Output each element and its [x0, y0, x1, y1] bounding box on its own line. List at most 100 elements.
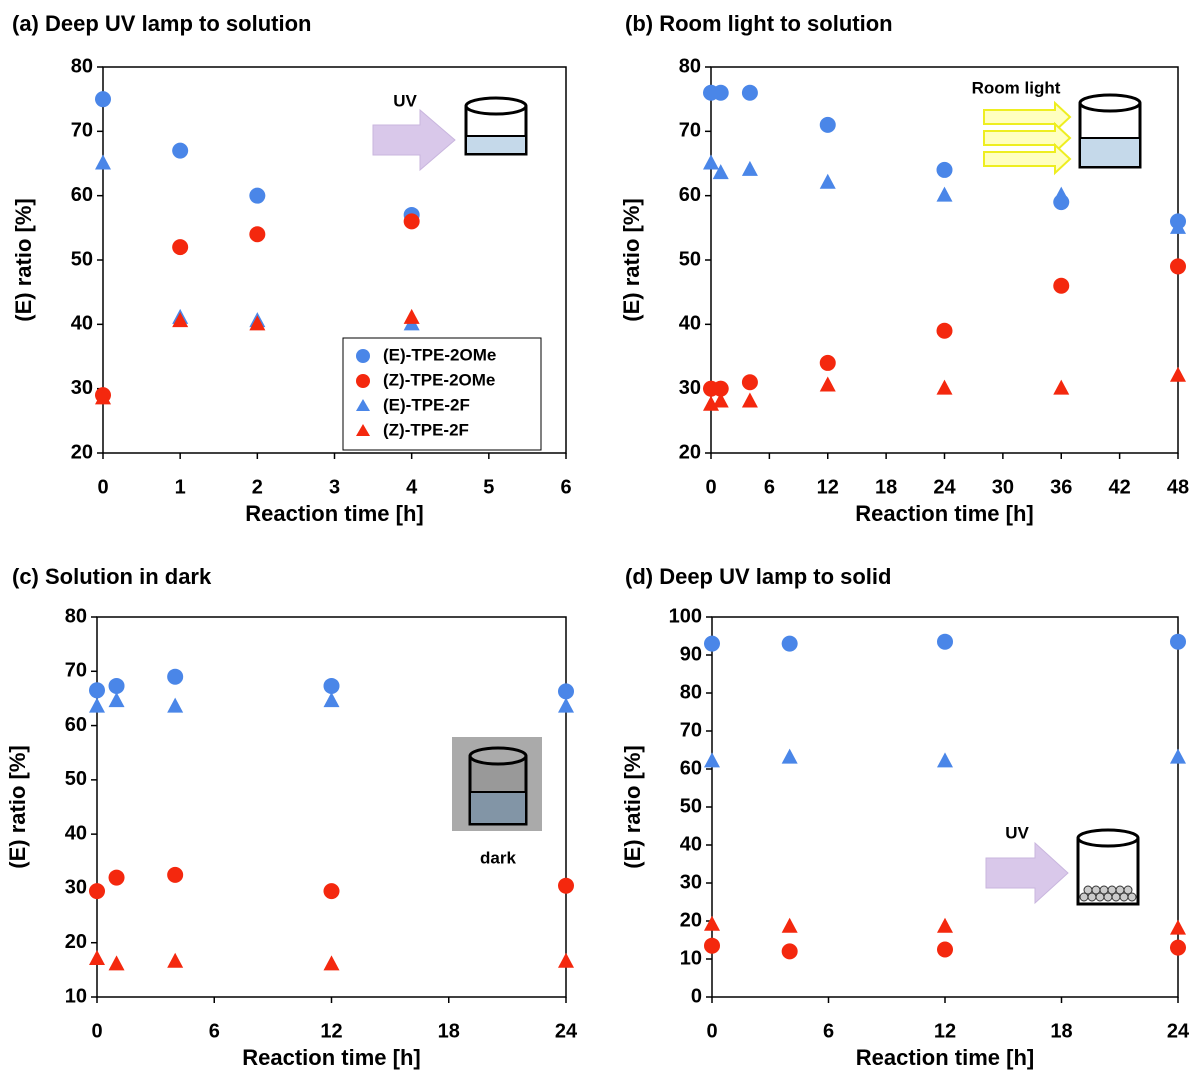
point — [172, 142, 189, 159]
point — [95, 91, 111, 108]
y-tick-label: 20 — [65, 931, 87, 953]
legend-label: (E)-TPE-2F — [383, 395, 470, 414]
x-tick-label: 24 — [555, 1020, 578, 1042]
x-tick-label: 5 — [483, 476, 494, 498]
legend-marker — [356, 374, 370, 388]
x-tick-label: 42 — [1109, 476, 1131, 498]
y-tick-label: 100 — [669, 605, 702, 627]
point — [712, 84, 729, 101]
room-light-illustration — [983, 100, 1072, 176]
x-tick-label: 0 — [97, 476, 108, 498]
legend-box — [342, 337, 542, 451]
point — [1053, 277, 1070, 294]
y-tick-label: 0 — [691, 985, 702, 1007]
point — [712, 392, 729, 408]
y-axis-label: (E) ratio [%] — [11, 198, 36, 321]
point — [781, 635, 798, 652]
y-tick-label: 80 — [679, 55, 701, 77]
uv-solid-illustration — [985, 828, 1140, 906]
point — [172, 312, 189, 328]
point — [95, 154, 111, 170]
point — [1170, 218, 1186, 234]
x-axis-label: Reaction time [h] — [856, 1045, 1034, 1070]
y-tick-label: 50 — [65, 768, 87, 790]
y-tick-label: 50 — [71, 248, 93, 270]
point — [1170, 633, 1186, 650]
x-tick-label: 48 — [1167, 476, 1189, 498]
y-tick-label: 80 — [65, 605, 87, 627]
y-tick-label: 50 — [679, 248, 701, 270]
point — [249, 315, 266, 331]
annotation: UV — [393, 91, 417, 110]
y-tick-label: 40 — [71, 313, 93, 335]
point — [558, 877, 574, 894]
y-tick-label: 70 — [65, 660, 87, 682]
x-tick-label: 6 — [823, 1020, 834, 1042]
annotation: UV — [1005, 823, 1029, 842]
x-tick-label: 12 — [320, 1020, 342, 1042]
x-tick-label: 24 — [1167, 1020, 1190, 1042]
point — [167, 866, 184, 883]
y-tick-label: 60 — [65, 714, 87, 736]
point — [937, 941, 953, 958]
point — [936, 379, 953, 395]
y-tick-label: 20 — [679, 441, 701, 463]
plot-frame — [711, 616, 1179, 998]
point — [781, 943, 798, 960]
point — [403, 308, 420, 324]
legend-label: (Z)-TPE-2F — [383, 420, 469, 439]
x-tick-label: 12 — [817, 476, 839, 498]
beaker — [1078, 93, 1142, 169]
y-axis-label: (E) ratio [%] — [5, 745, 30, 868]
y-tick-label: 20 — [71, 441, 93, 463]
point — [1170, 258, 1186, 275]
legend-marker — [356, 399, 370, 411]
y-tick-label: 40 — [679, 313, 701, 335]
point — [937, 633, 953, 650]
point — [108, 955, 125, 971]
y-tick-label: 40 — [680, 833, 702, 855]
x-tick-label: 1 — [175, 476, 186, 498]
y-tick-label: 30 — [679, 377, 701, 399]
x-tick-label: 2 — [252, 476, 263, 498]
x-axis-label: Reaction time [h] — [245, 501, 423, 526]
annotation: Room light — [972, 78, 1061, 97]
point — [89, 950, 105, 965]
y-tick-label: 50 — [680, 795, 702, 817]
x-tick-label: 4 — [406, 476, 418, 498]
x-tick-label: 0 — [705, 476, 716, 498]
point — [558, 683, 574, 700]
point — [781, 917, 798, 933]
point — [249, 226, 266, 243]
dark-illustration — [452, 737, 542, 831]
x-tick-label: 18 — [875, 476, 897, 498]
point — [89, 697, 105, 713]
x-tick-label: 6 — [209, 1020, 220, 1042]
point — [1170, 939, 1186, 956]
chart-title: (c) Solution in dark — [12, 564, 212, 589]
point — [704, 937, 720, 954]
x-tick-label: 30 — [992, 476, 1014, 498]
point — [819, 116, 836, 133]
point — [167, 668, 184, 685]
point — [936, 161, 953, 178]
point — [937, 752, 953, 768]
y-axis-label: (E) ratio [%] — [620, 745, 645, 868]
x-tick-label: 24 — [933, 476, 956, 498]
y-tick-label: 60 — [680, 757, 702, 779]
point — [323, 883, 340, 900]
y-tick-label: 70 — [679, 120, 701, 142]
y-tick-label: 30 — [71, 377, 93, 399]
point — [741, 160, 758, 176]
point — [819, 173, 836, 189]
point — [89, 883, 105, 900]
y-tick-label: 80 — [71, 55, 93, 77]
point — [1170, 748, 1186, 764]
x-tick-label: 18 — [438, 1020, 460, 1042]
point — [704, 915, 720, 931]
y-tick-label: 10 — [680, 947, 702, 969]
x-tick-label: 36 — [1050, 476, 1072, 498]
point — [323, 692, 340, 708]
point — [936, 322, 953, 339]
